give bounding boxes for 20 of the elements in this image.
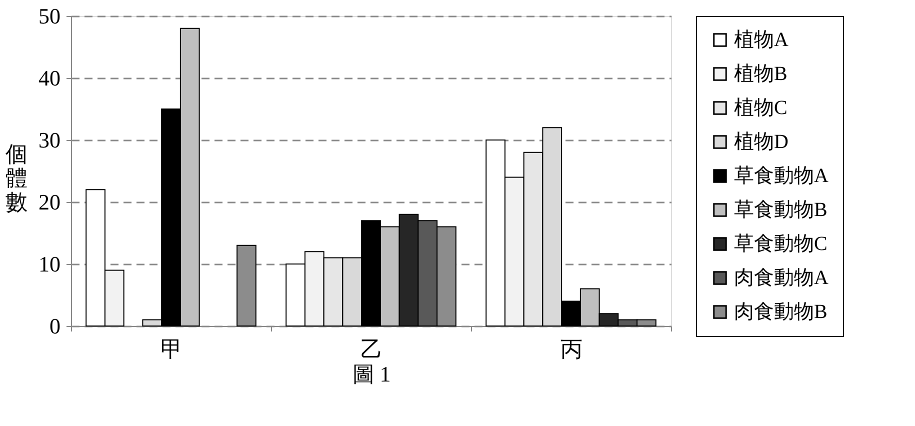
y-tick-label: 0 [50,314,60,338]
y-axis-title: 個體數 [6,142,28,214]
x-axis-title: 圖 1 [352,362,391,386]
x-tick-label: 甲 [160,336,182,362]
legend-label: 肉食動物B [734,301,828,323]
y-tick-label: 20 [38,190,60,214]
legend-label: 植物B [734,63,788,85]
y-tick-label: 50 [38,4,60,28]
y-tick-label: 40 [38,66,60,90]
x-tick-label: 乙 [360,336,382,362]
legend-label: 植物A [734,29,789,51]
legend-label: 草食動物C [734,233,828,255]
legend-label: 肉食動物A [734,267,829,289]
y-tick-label: 30 [38,128,60,152]
legend-label: 植物D [734,131,788,153]
legend-label: 植物C [734,97,788,119]
x-tick-label: 丙 [560,336,582,362]
y-tick-label: 10 [38,252,60,276]
legend-label: 草食動物B [734,199,828,221]
legend-label: 草食動物A [734,165,829,187]
